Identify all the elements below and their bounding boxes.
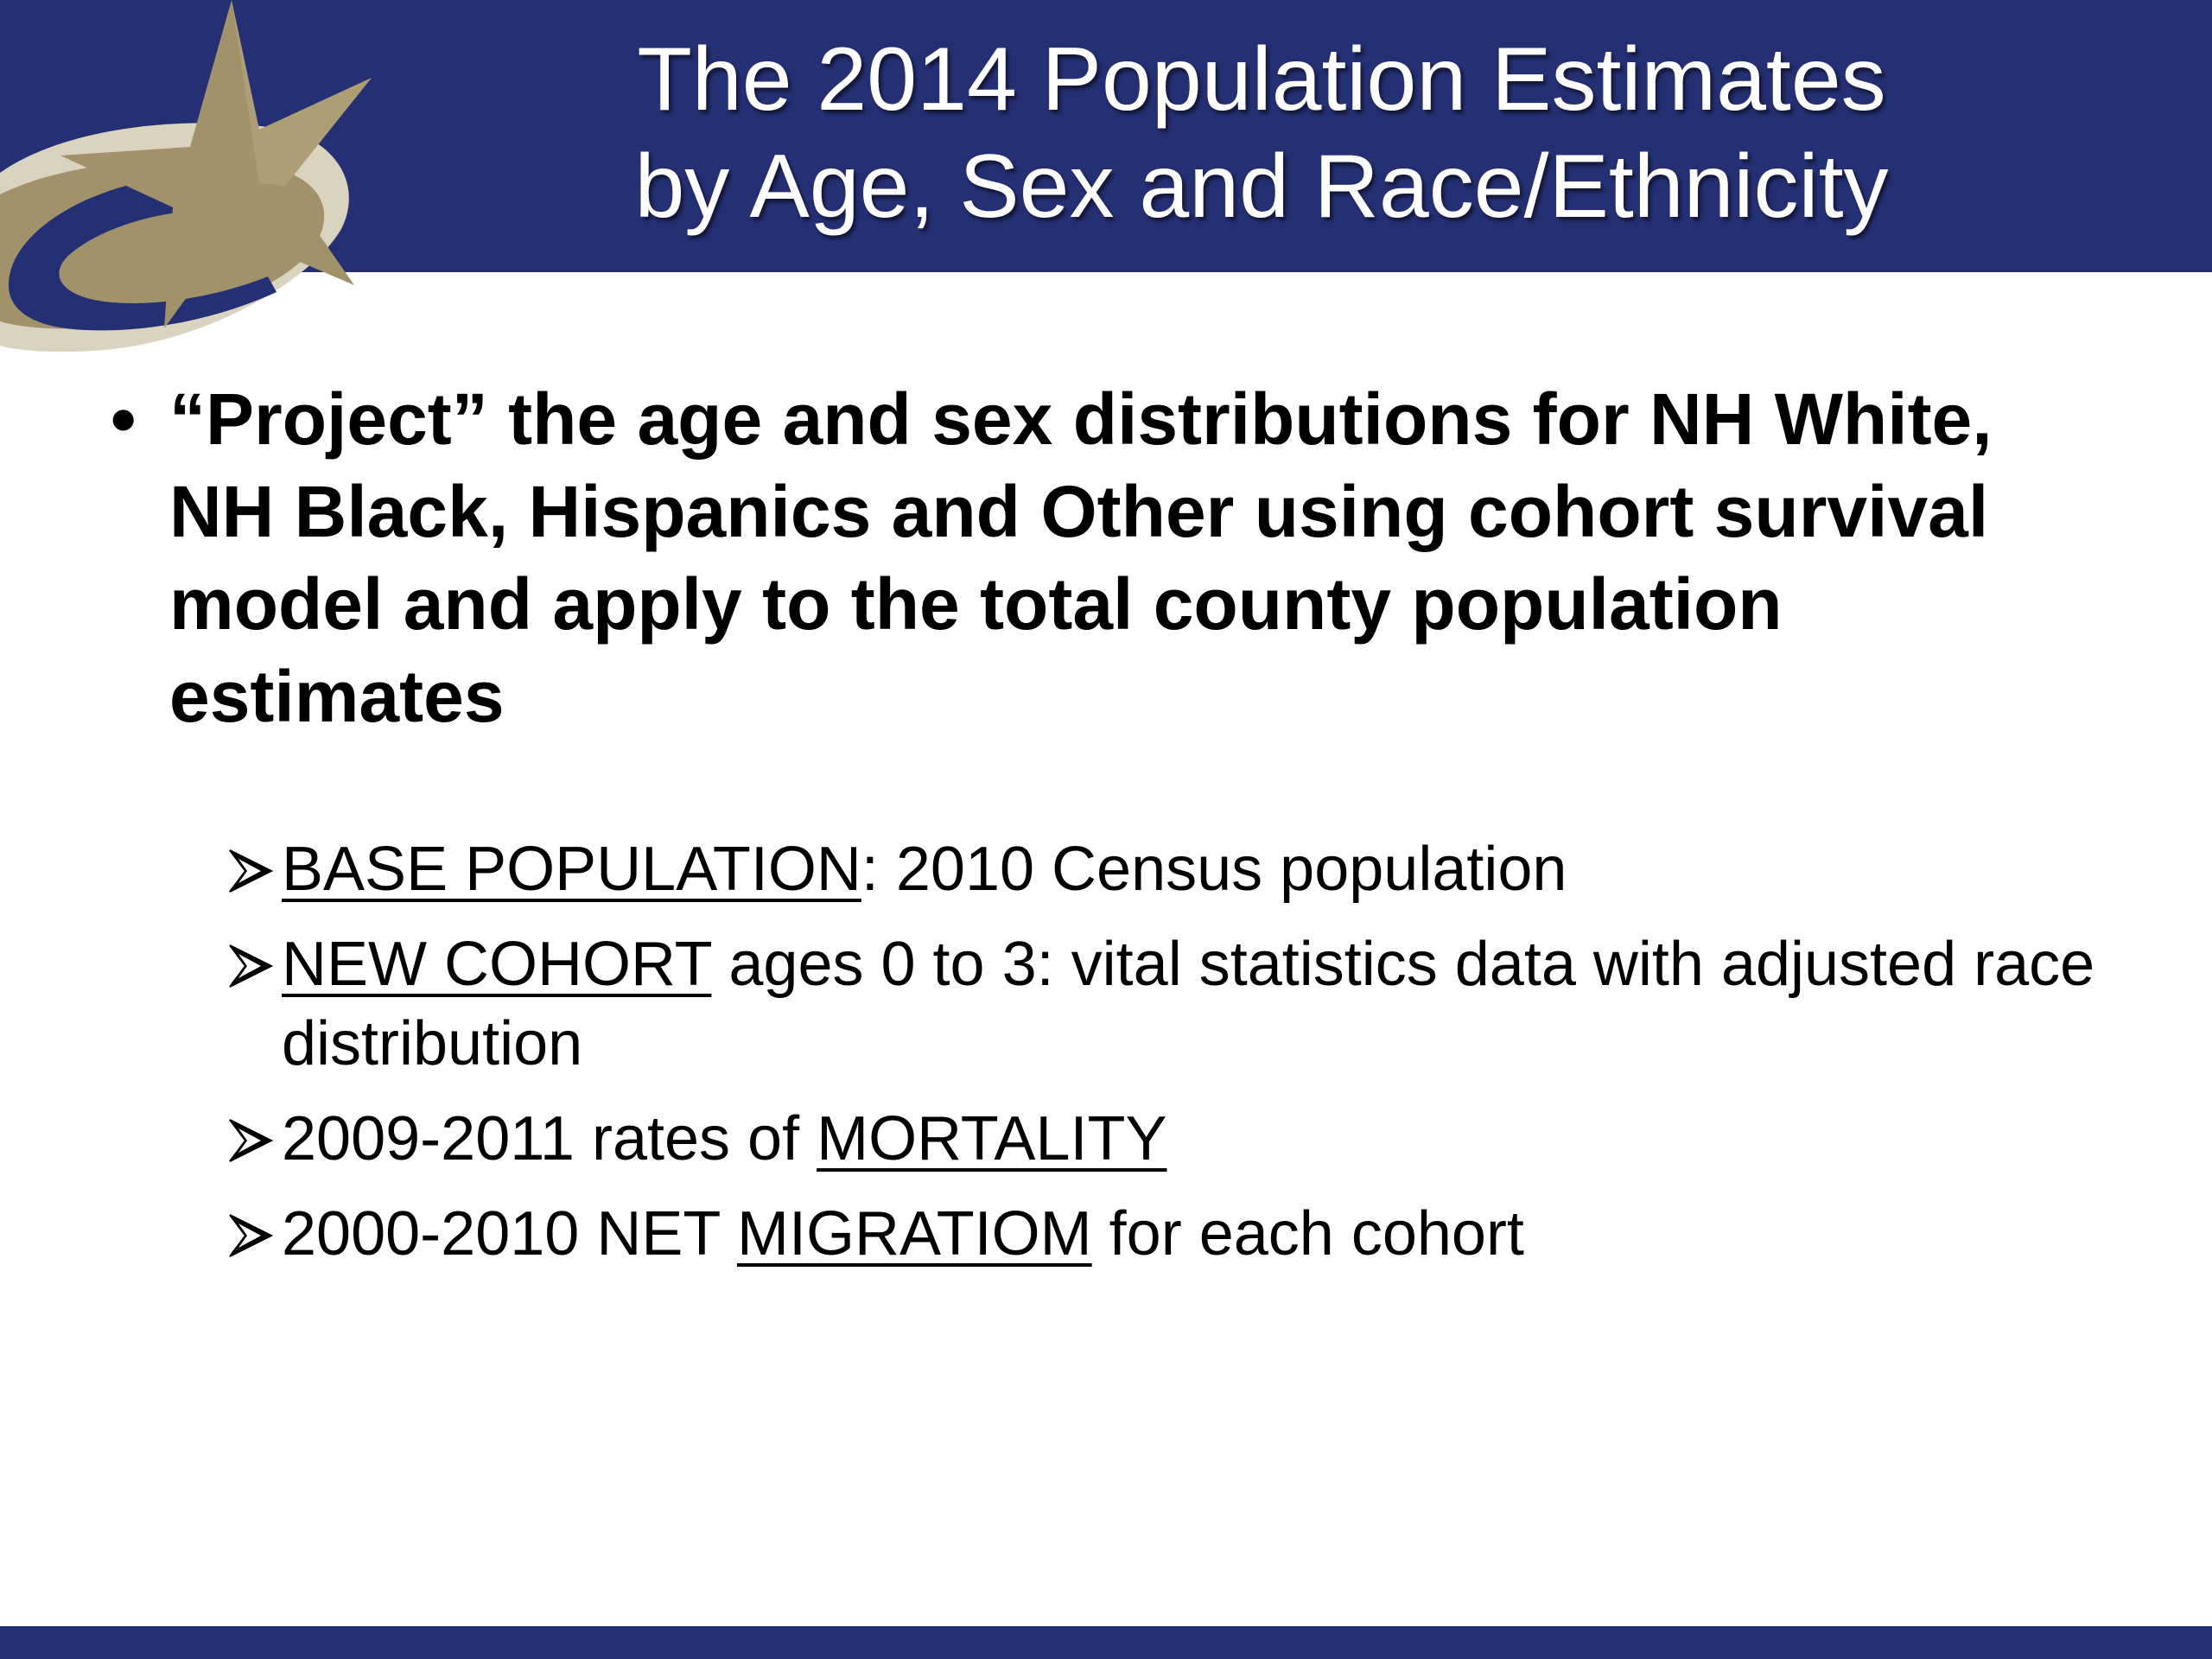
- net-migration-suffix: for each cohort: [1091, 1199, 1524, 1268]
- main-bullet: • “Project” the age and sex distribution…: [111, 373, 2098, 743]
- footer-band: [0, 1626, 2212, 1659]
- sub-bullet-list: BASE POPULATION: 2010 Census population …: [226, 830, 2127, 1289]
- slide-title: The 2014 Population Estimates by Age, Se…: [484, 26, 2039, 240]
- base-population-label: BASE POPULATION: [282, 835, 861, 904]
- net-migration-prefix: 2000-2010 NET: [282, 1199, 738, 1268]
- star-swoosh-logo-icon: [0, 0, 372, 353]
- sub-bullet-new-cohort: NEW COHORT ages 0 to 3: vital statistics…: [226, 925, 2127, 1084]
- net-migration-label: MIGRATIOM: [737, 1199, 1092, 1268]
- mortality-label: MORTALITY: [817, 1104, 1167, 1173]
- bullet-marker: •: [111, 378, 137, 460]
- sub-bullet-net-migration: 2000-2010 NET MIGRATIOM for each cohort: [226, 1194, 2127, 1274]
- arrow-bullet-icon: [229, 849, 274, 893]
- sub-bullet-base-population: BASE POPULATION: 2010 Census population: [226, 830, 2127, 909]
- title-line-1: The 2014 Population Estimates: [637, 29, 1886, 130]
- title-line-2: by Age, Sex and Race/Ethnicity: [634, 137, 1889, 237]
- main-bullet-text: “Project” the age and sex distributions …: [169, 378, 1993, 737]
- mortality-prefix: 2009-2011 rates of: [282, 1104, 817, 1173]
- arrow-bullet-icon: [229, 944, 274, 988]
- new-cohort-label: NEW COHORT: [282, 930, 712, 999]
- header-band: [0, 0, 2212, 272]
- base-population-text: : 2010 Census population: [861, 835, 1567, 904]
- sub-bullet-mortality: 2009-2011 rates of MORTALITY: [226, 1099, 2127, 1179]
- arrow-bullet-icon: [229, 1214, 274, 1257]
- arrow-bullet-icon: [229, 1119, 274, 1162]
- new-cohort-text: ages 0 to 3: vital statistics data with …: [282, 930, 2095, 1078]
